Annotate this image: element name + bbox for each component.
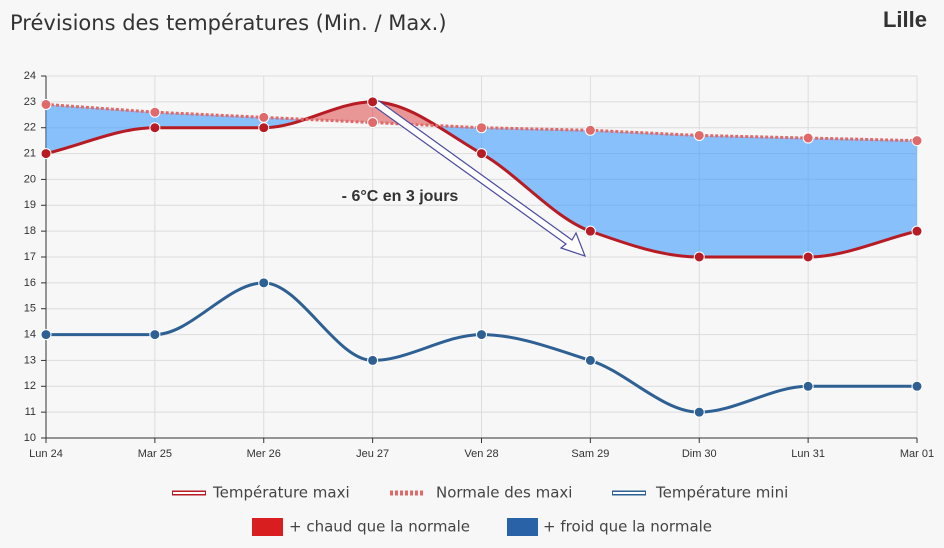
point [149,122,161,134]
point [258,111,270,123]
point [149,329,161,341]
annotation: - 6°C en 3 jours [342,188,459,205]
point [911,380,923,392]
point [476,148,487,160]
point [258,277,270,289]
x-tick-label: Mar 25 [138,448,172,460]
point [911,225,923,237]
point [476,329,487,341]
y-tick-label: 17 [24,251,36,263]
point [693,406,705,418]
chart-title: Prévisions des températures (Min. / Max.… [10,11,447,35]
point [693,129,705,141]
point [367,96,379,108]
y-tick-label: 19 [24,199,36,211]
y-tick-label: 14 [24,328,36,340]
y-tick-label: 12 [24,380,36,392]
point [911,135,923,147]
legend-label: Température mini [655,484,788,502]
point [258,122,270,134]
y-tick-label: 13 [24,354,36,366]
legend-label: + froid que la normale [543,518,712,536]
y-tick-label: 15 [24,303,36,315]
y-tick-label: 21 [24,147,36,159]
y-tick-label: 22 [24,122,36,134]
point [802,380,814,392]
x-tick-label: Ven 28 [464,448,498,460]
point [584,354,596,366]
point [40,329,52,341]
point [367,354,379,366]
legend-label: Normale des maxi [436,484,572,502]
point [40,98,52,110]
point [802,132,814,144]
y-tick-label: 20 [24,173,36,185]
point [802,251,814,263]
point [149,106,161,118]
x-tick-label: Dim 30 [682,448,717,460]
y-tick-label: 24 [24,70,36,82]
y-tick-label: 16 [24,277,36,289]
x-tick-label: Jeu 27 [356,448,389,460]
y-tick-label: 23 [24,96,36,108]
point [584,225,596,237]
x-tick-label: Mar 01 [900,448,934,460]
location: Lille [883,7,927,32]
legend-label: Température maxi [212,484,350,502]
x-tick-label: Lun 31 [791,448,825,460]
legend-swatch [507,518,538,536]
legend-label: + chaud que la normale [289,518,470,536]
y-tick-label: 18 [24,225,36,237]
point [584,124,596,136]
point [693,251,705,263]
x-tick-label: Mer 26 [247,448,281,460]
point [40,148,52,160]
point [476,122,487,134]
x-tick-label: Sam 29 [571,448,609,460]
annotation-arrow [369,100,587,257]
point [367,117,379,129]
legend-swatch [252,518,283,536]
y-tick-label: 10 [24,432,36,444]
y-tick-label: 11 [25,406,36,418]
x-tick-label: Lun 24 [29,448,63,460]
